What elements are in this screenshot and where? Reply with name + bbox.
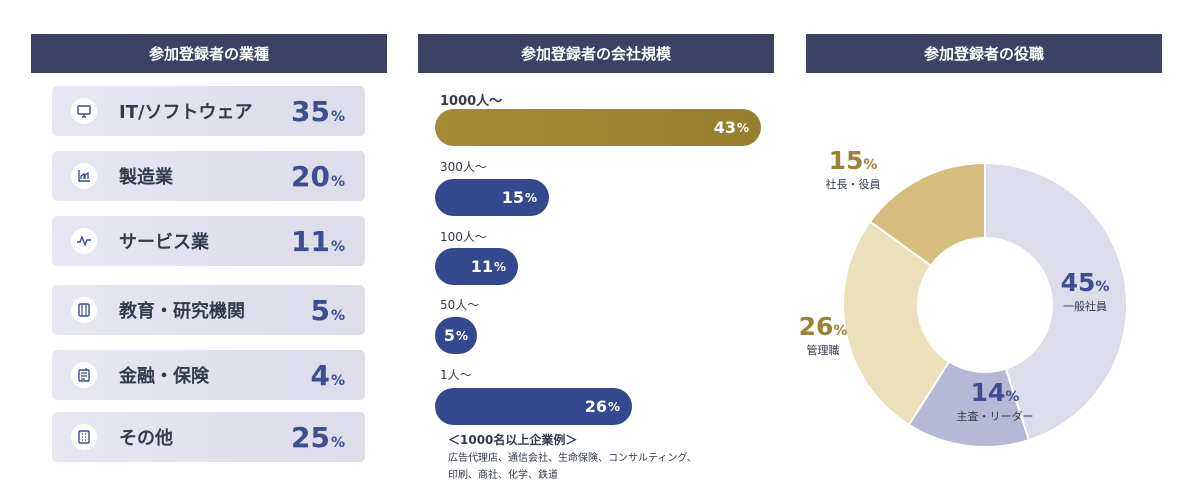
percent-sign: %	[493, 259, 506, 274]
percent-sign: %	[330, 373, 345, 389]
role-slice-label: 14% 主査・リーダー	[950, 378, 1040, 424]
role-slice	[842, 220, 951, 427]
percent-sign: %	[833, 323, 848, 339]
industry-row: IT/ソフトウェア 35%	[52, 86, 365, 136]
company-size-header: 参加登録者の会社規模	[418, 34, 774, 73]
pulse-icon	[71, 228, 97, 254]
percent-sign: %	[330, 308, 345, 324]
percent-sign: %	[524, 190, 537, 205]
industry-value: 4	[310, 358, 330, 392]
company-size-bar: 5%	[435, 317, 477, 354]
bar-value: 11	[470, 257, 493, 276]
large-company-examples: 広告代理店、通信会社、生命保険、コンサルティング、 印刷、商社、化学、鉄道	[448, 450, 748, 484]
company-size-bar: 15%	[435, 179, 549, 216]
role-slice-label: 26% 管理職	[778, 312, 868, 358]
company-size-bar: 26%	[435, 388, 632, 425]
percent-sign: %	[330, 435, 345, 451]
large-company-examples-title: ＜1000名以上企業例＞	[448, 433, 578, 447]
industry-row: 金融・保険 4%	[52, 350, 365, 400]
role-value: 26	[798, 312, 834, 341]
examples-line-1: 広告代理店、通信会社、生命保険、コンサルティング、	[448, 453, 697, 464]
company-size-label: 300人～	[440, 160, 487, 174]
industry-value: 25	[291, 420, 330, 454]
industry-row: サービス業 11%	[52, 216, 365, 266]
role-value: 15	[828, 146, 864, 175]
industry-label: IT/ソフトウェア	[119, 102, 253, 123]
company-size-label: 50人～	[440, 298, 480, 312]
factory-chart-icon	[71, 163, 97, 189]
examples-line-2: 印刷、商社、化学、鉄道	[448, 470, 558, 481]
percent-sign: %	[607, 399, 620, 414]
percent-sign: %	[455, 328, 468, 343]
company-size-bar: 11%	[435, 248, 518, 285]
percent-sign: %	[736, 120, 749, 135]
role-name: 管理職	[806, 344, 840, 357]
company-size-label: 1人～	[440, 368, 472, 382]
role-slice	[984, 161, 1128, 442]
percent-sign: %	[1095, 279, 1110, 295]
role-name: 一般社員	[1063, 300, 1107, 313]
role-donut-chart	[842, 161, 1128, 448]
industry-value: 5	[310, 293, 330, 327]
industry-value: 20	[291, 159, 330, 193]
industry-value: 35	[291, 94, 330, 128]
industry-label: 教育・研究機関	[119, 301, 245, 322]
role-slice	[868, 161, 986, 268]
industry-row: 教育・研究機関 5%	[52, 285, 365, 335]
role-slice-label: 45% 一般社員	[1040, 268, 1130, 314]
percent-sign: %	[330, 174, 345, 190]
bar-value: 43	[713, 118, 736, 137]
building-icon	[71, 424, 97, 450]
role-value: 45	[1060, 268, 1096, 297]
industry-label: 製造業	[119, 167, 173, 188]
role-name: 主査・リーダー	[956, 410, 1034, 423]
role-value: 14	[970, 378, 1006, 407]
company-size-bar: 43%	[435, 109, 761, 146]
percent-sign: %	[330, 239, 345, 255]
company-size-label: 1000人～	[440, 94, 503, 109]
industry-value: 11	[291, 224, 330, 258]
percent-sign: %	[1005, 389, 1020, 405]
finance-doc-icon	[71, 362, 97, 388]
role-slice-label: 15% 社長・役員	[808, 146, 898, 192]
industry-header: 参加登録者の業種	[31, 34, 387, 73]
bar-value: 5	[443, 326, 455, 345]
industry-row: 製造業 20%	[52, 151, 365, 201]
industry-label: 金融・保険	[119, 366, 209, 387]
industry-row: その他 25%	[52, 412, 365, 462]
book-icon	[71, 297, 97, 323]
bar-value: 26	[584, 397, 607, 416]
industry-label: その他	[119, 428, 173, 449]
monitor-icon	[71, 98, 97, 124]
role-header: 参加登録者の役職	[806, 34, 1162, 73]
company-size-label: 100人～	[440, 230, 487, 244]
bar-value: 15	[501, 188, 524, 207]
percent-sign: %	[863, 157, 878, 173]
role-name: 社長・役員	[825, 178, 881, 191]
percent-sign: %	[330, 109, 345, 125]
industry-label: サービス業	[119, 232, 209, 253]
